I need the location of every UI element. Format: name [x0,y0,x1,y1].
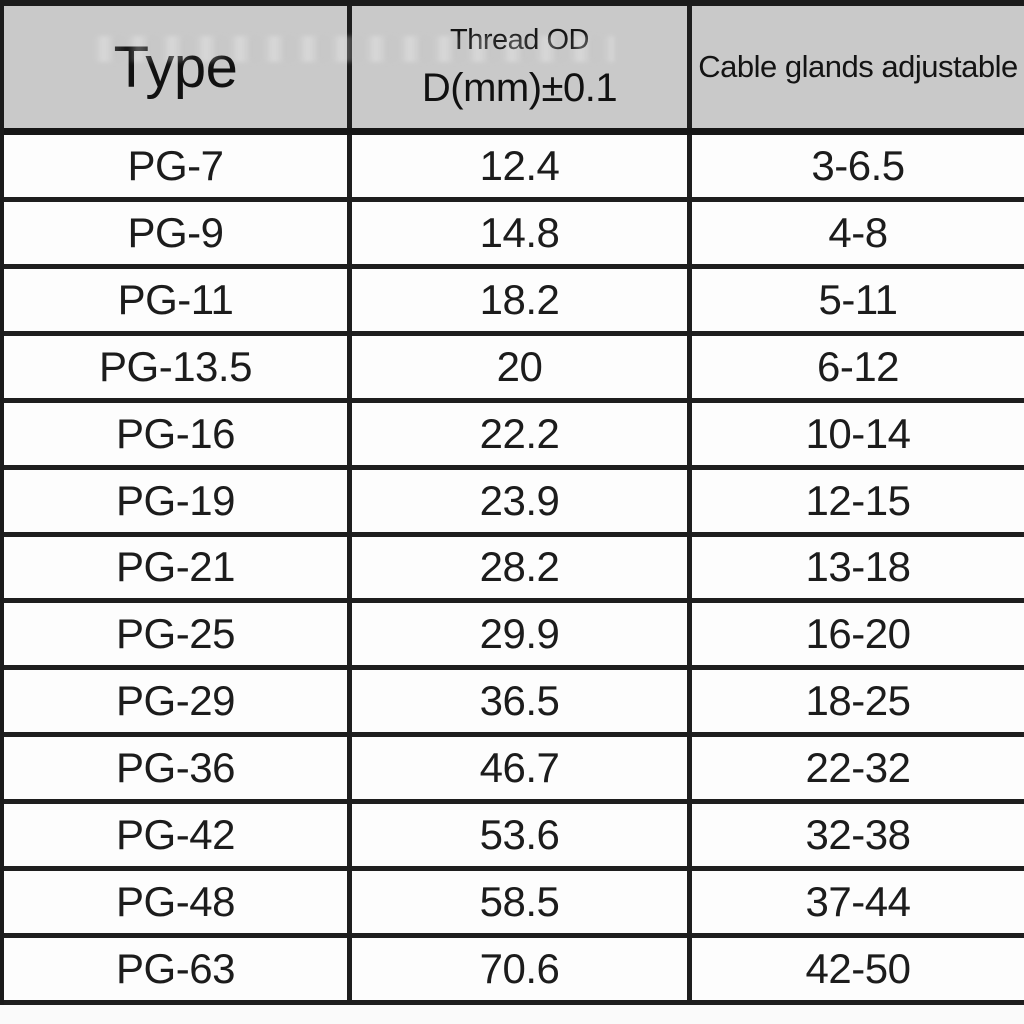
cell-thread-od: 18.2 [352,268,692,331]
cell-type: PG-11 [4,268,352,331]
cell-adjustable-range: 13-18 [805,543,911,591]
table-header-row: Type Thread OD D(mm)±0.1 Cable glands ad… [4,6,1024,135]
cell-type: PG-21 [4,536,352,599]
table-row: PG-25 29.9 16-20 [4,603,1024,671]
table-row: PG-29 36.5 18-25 [4,670,1024,738]
table-row: PG-36 46.7 22-32 [4,737,1024,805]
cell-thread-od: 12.4 [352,135,692,197]
cell-thread-od: 23.9 [352,469,692,532]
cell-thread-od: 36.5 [352,670,692,733]
cell-type: PG-13.5 [4,335,352,398]
cell-adjustable-range: 37-44 [805,878,911,926]
table-row: PG-19 23.9 12-15 [4,469,1024,537]
table-row: PG-42 53.6 32-38 [4,804,1024,872]
table-row: PG-9 14.8 4-8 [4,201,1024,269]
cell-adjustable-range: 3-6.5 [811,141,905,189]
cell-type: PG-29 [4,670,352,733]
cell-type: PG-36 [4,737,352,800]
cell-adjustable-range: 6-12 [816,342,900,390]
cell-adjustable-range: 12-15 [805,476,911,524]
cell-type: PG-42 [4,804,352,867]
cell-type: PG-16 [4,402,352,465]
table-row: PG-63 70.6 42-50 [4,938,1024,1005]
header-cell-type: Type [4,6,352,128]
cell-adjustable-range: 10-14 [805,409,911,457]
page-margin-bottom [0,1005,1024,1024]
header-label-adjustable: Cable glands adjustable [698,49,1018,84]
cell-adjustable-range: 22-32 [805,744,911,792]
cell-type: PG-63 [4,938,352,1000]
table-row: PG-48 58.5 37-44 [4,871,1024,939]
cell-thread-od: 58.5 [352,871,692,934]
cell-adjustable-range: 5-11 [818,275,898,323]
cell-type: PG-48 [4,871,352,934]
table-row: PG-7 12.4 3-6.5 [4,135,1024,202]
cell-type: PG-7 [4,135,352,197]
table-row: PG-13.5 20 6-12 [4,335,1024,403]
table-row: PG-11 18.2 5-11 [4,268,1024,336]
header-cell-thread-od: Thread OD D(mm)±0.1 [352,6,692,128]
cell-adjustable-range: 16-20 [805,610,911,658]
cell-type: PG-9 [4,201,352,264]
cell-adjustable-range: 18-25 [805,677,911,725]
header-label-thread-od-units: D(mm)±0.1 [421,65,618,110]
cell-type: PG-25 [4,603,352,666]
cell-thread-od: 70.6 [352,938,692,1000]
cell-thread-od: 14.8 [352,201,692,264]
cell-adjustable-range: 42-50 [805,945,911,993]
table-row: PG-21 28.2 13-18 [4,536,1024,604]
header-label-type: Type [113,34,238,100]
cell-thread-od: 29.9 [352,603,692,666]
header-cell-adjustable: Cable glands adjustable [692,6,1024,128]
header-label-thread-od: Thread OD [450,23,589,56]
cell-thread-od: 20 [352,335,692,398]
cell-type: PG-19 [4,469,352,532]
table-row: PG-16 22.2 10-14 [4,402,1024,470]
cell-thread-od: 22.2 [352,402,692,465]
cell-thread-od: 28.2 [352,536,692,599]
cell-adjustable-range: 32-38 [805,811,911,859]
cell-adjustable-range: 4-8 [828,208,888,256]
cell-thread-od: 46.7 [352,737,692,800]
cell-thread-od: 53.6 [352,804,692,867]
